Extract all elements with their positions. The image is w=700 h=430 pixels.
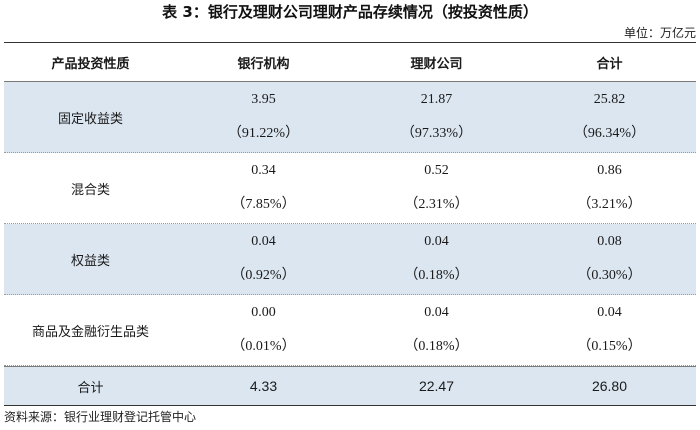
cell-value: 0.04: [424, 305, 449, 320]
cell-value: 21.87: [420, 92, 453, 107]
cell-banks: 0.00 （0.01%）: [177, 295, 350, 365]
table-row: 商品及金融衍生品类 0.00 （0.01%） 0.04 （0.18%） 0.04…: [4, 295, 696, 366]
header-total: 合计: [596, 56, 623, 72]
cell-value: 0.34: [251, 163, 276, 178]
total-wealth-companies: 22.47: [418, 378, 455, 394]
total-banks: 4.33: [249, 378, 278, 394]
cell-value: 0.00: [251, 305, 276, 320]
header-investment-type: 产品投资性质: [51, 56, 130, 72]
row-label: 混合类: [70, 182, 110, 198]
cell-percent: （0.18%）: [404, 268, 469, 283]
cell-value: 0.04: [424, 234, 449, 249]
cell-wealth-companies: 0.04 （0.18%）: [350, 224, 523, 294]
header-banks: 银行机构: [237, 56, 290, 72]
cell-wealth-companies: 0.04 （0.18%）: [350, 295, 523, 365]
total-all: 26.80: [591, 378, 628, 394]
cell-value: 0.04: [597, 305, 622, 320]
cell-value: 3.95: [251, 92, 276, 107]
cell-percent: （0.01%）: [231, 339, 296, 354]
cell-value: 25.82: [593, 92, 626, 107]
header-wealth-companies: 理财公司: [410, 56, 463, 72]
cell-percent: （3.21%）: [577, 197, 642, 212]
table-row: 固定收益类 3.95 （91.22%） 21.87 （97.33%） 25.82…: [4, 82, 696, 153]
cell-total: 0.86 （3.21%）: [523, 153, 696, 223]
cell-percent: （0.18%）: [404, 339, 469, 354]
cell-wealth-companies: 21.87 （97.33%）: [350, 82, 523, 152]
table-row: 混合类 0.34 （7.85%） 0.52 （2.31%） 0.86 （3.21…: [4, 153, 696, 224]
cell-value: 0.52: [424, 163, 449, 178]
cell-banks: 0.04 （0.92%）: [177, 224, 350, 294]
table-title: 表 3：银行及理财公司理财产品存续情况（按投资性质）: [162, 3, 538, 21]
cell-value: 0.86: [597, 163, 622, 178]
cell-percent: （7.85%）: [231, 197, 296, 212]
cell-banks: 0.34 （7.85%）: [177, 153, 350, 223]
cell-percent: （0.30%）: [577, 268, 642, 283]
total-label: 合计: [77, 380, 104, 396]
cell-percent: （96.34%）: [573, 126, 646, 141]
cell-percent: （91.22%）: [227, 126, 300, 141]
cell-total: 0.04 （0.15%）: [523, 295, 696, 365]
total-row: 合计 4.33 22.47 26.80: [4, 366, 696, 406]
table-header-row: 产品投资性质 银行机构 理财公司 合计: [4, 43, 696, 82]
cell-banks: 3.95 （91.22%）: [177, 82, 350, 152]
row-label: 固定收益类: [57, 111, 123, 127]
cell-percent: （0.92%）: [231, 268, 296, 283]
row-label: 权益类: [70, 253, 110, 269]
cell-value: 0.04: [251, 234, 276, 249]
source-note: 资料来源：银行业理财登记托管中心: [4, 410, 197, 424]
table-row: 权益类 0.04 （0.92%） 0.04 （0.18%） 0.08 （0.30…: [4, 224, 696, 295]
unit-label: 单位：万亿元: [623, 26, 696, 40]
data-table: 产品投资性质 银行机构 理财公司 合计 固定收益类 3.95 （91.22%） …: [4, 42, 696, 406]
cell-percent: （0.15%）: [577, 339, 642, 354]
cell-percent: （2.31%）: [404, 197, 469, 212]
cell-percent: （97.33%）: [400, 126, 473, 141]
cell-total: 25.82 （96.34%）: [523, 82, 696, 152]
cell-value: 0.08: [597, 234, 622, 249]
cell-total: 0.08 （0.30%）: [523, 224, 696, 294]
cell-wealth-companies: 0.52 （2.31%）: [350, 153, 523, 223]
row-label: 商品及金融衍生品类: [31, 324, 149, 340]
